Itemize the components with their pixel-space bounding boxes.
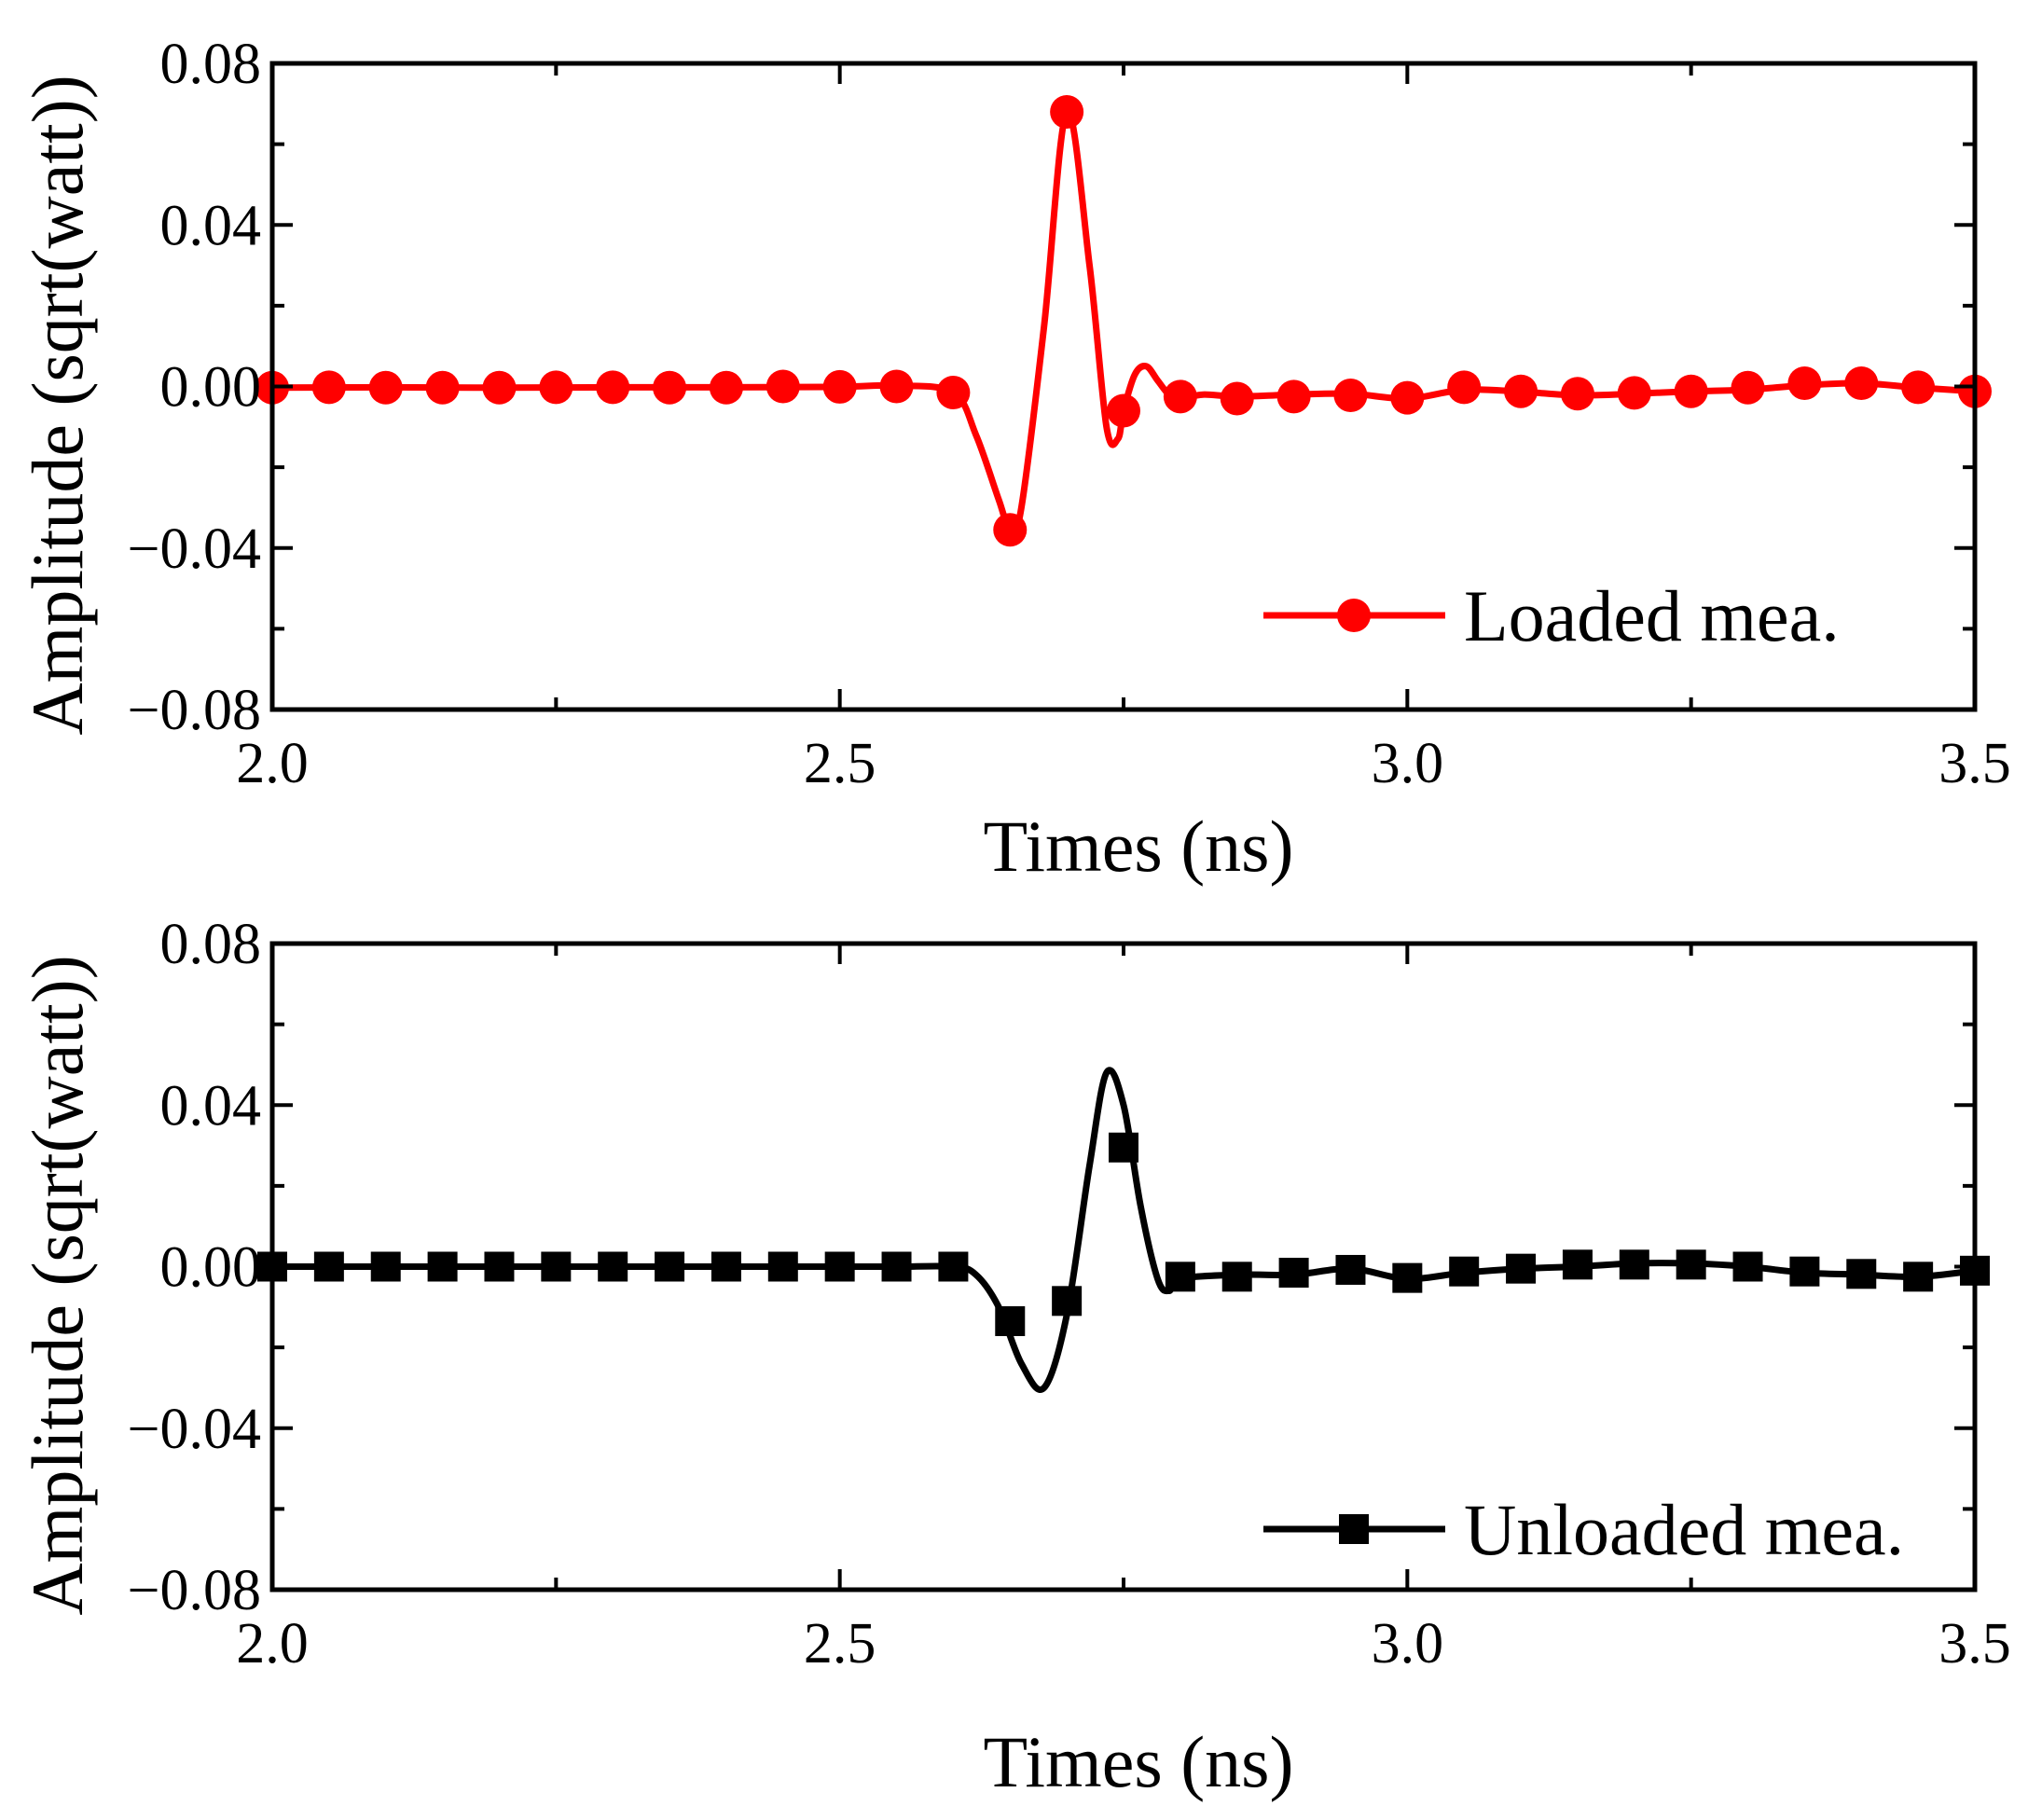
top-data-point	[1447, 370, 1482, 405]
top-y-tick-label: −0.04	[128, 517, 261, 581]
top-data-point	[1390, 380, 1425, 415]
bottom-data-point	[824, 1251, 855, 1282]
bottom-data-point	[1846, 1259, 1877, 1289]
top-data-point	[425, 370, 460, 405]
top-legend: Loaded mea.	[1263, 575, 1840, 656]
top-y-tick-label: 0.08	[160, 33, 262, 96]
top-data-point	[1787, 366, 1822, 401]
top-data-point	[368, 370, 403, 405]
top-tick-layer	[270, 62, 1977, 711]
top-data-point	[1674, 374, 1708, 408]
top-data-point	[993, 513, 1028, 547]
bottom-data-point	[1506, 1253, 1537, 1284]
top-data-point	[311, 370, 346, 405]
bottom-legend-symbol	[1339, 1514, 1369, 1544]
top-data-point	[1107, 393, 1140, 428]
bottom-legend: Unloaded mea.	[1263, 1489, 1904, 1570]
top-tick-label-layer: 2.0 2.5 3.0 3.5 −0.08 −0.04 0.00 0.04 0.08	[128, 33, 2011, 795]
top-x-tick-label: 3.5	[1938, 732, 2011, 795]
bottom-y-tick-label: −0.04	[128, 1398, 261, 1461]
bottom-x-axis-title: Times (ns)	[983, 1721, 1293, 1802]
top-data-point	[1844, 366, 1879, 401]
bottom-data-point	[1109, 1132, 1138, 1163]
top-data-point	[709, 370, 743, 405]
bottom-y-tick-label: −0.08	[128, 1559, 261, 1622]
top-data-point	[1901, 370, 1936, 405]
top-data-point	[879, 369, 914, 404]
bottom-x-tick-label: 3.5	[1938, 1612, 2011, 1675]
top-legend-marker	[1337, 599, 1371, 632]
bottom-x-tick-label: 3.0	[1372, 1612, 1444, 1675]
bottom-tick-label-layer: 2.0 2.5 3.0 3.5 −0.08 −0.04 0.00 0.04 0.08	[128, 913, 2011, 1675]
bottom-data-point	[767, 1251, 798, 1282]
bottom-data-point	[1789, 1256, 1820, 1287]
bottom-data-point	[541, 1251, 572, 1282]
top-data-point	[766, 369, 800, 404]
top-data-point	[1050, 94, 1084, 129]
bottom-data-point	[313, 1251, 344, 1282]
bottom-x-tick-label: 2.0	[236, 1612, 309, 1675]
bottom-panel-unloaded: 2.0 2.5 3.0 3.5 −0.08 −0.04 0.00 0.04 0.08 Times…	[17, 913, 2011, 1802]
top-data-point	[822, 369, 857, 404]
bottom-y-tick-label: 0.08	[160, 913, 262, 976]
bottom-data-point	[881, 1251, 912, 1282]
top-x-tick-label: 2.0	[236, 732, 309, 795]
bottom-y-axis-title: Amplitude (sqrt(watt))	[17, 955, 98, 1615]
top-data-point	[1220, 381, 1254, 416]
bottom-data-point	[1392, 1262, 1423, 1293]
bottom-data-point	[1732, 1251, 1763, 1282]
bottom-data-point	[1052, 1286, 1083, 1317]
bottom-legend-label: Unloaded mea.	[1464, 1489, 1904, 1570]
top-x-tick-label: 3.0	[1372, 732, 1444, 795]
bottom-data-point	[710, 1251, 741, 1282]
top-y-axis-title: Amplitude (sqrt(watt))	[17, 75, 98, 735]
bottom-data-point	[1278, 1257, 1309, 1288]
bottom-data-point	[370, 1251, 401, 1282]
top-y-tick-label: 0.00	[160, 356, 262, 420]
bottom-data-point	[1449, 1256, 1480, 1287]
bottom-y-tick-label: 0.04	[160, 1074, 262, 1138]
top-data-point	[1276, 379, 1311, 414]
top-x-axis-title: Times (ns)	[983, 806, 1293, 887]
bottom-data-point	[1335, 1254, 1366, 1285]
top-marker-layer	[255, 94, 1992, 547]
top-y-tick-label: −0.08	[128, 679, 261, 742]
top-data-point	[1560, 377, 1594, 411]
top-x-tick-label: 2.5	[804, 732, 876, 795]
bottom-data-point	[938, 1251, 969, 1282]
top-data-point	[482, 370, 517, 405]
bottom-data-point	[1903, 1262, 1934, 1292]
bottom-x-tick-label: 2.5	[804, 1612, 876, 1675]
bottom-data-point	[1562, 1249, 1593, 1280]
top-data-point	[1731, 370, 1765, 405]
bottom-data-point	[1165, 1262, 1195, 1292]
top-y-tick-label: 0.04	[160, 194, 262, 257]
top-data-point	[539, 370, 573, 405]
top-data-point	[653, 370, 687, 405]
top-data-point	[1504, 374, 1538, 408]
top-data-point	[1163, 379, 1197, 414]
bottom-data-point	[1676, 1249, 1706, 1280]
bottom-data-point	[484, 1251, 515, 1282]
top-data-point	[936, 375, 971, 409]
top-data-point	[1333, 379, 1368, 413]
top-data-point	[596, 370, 630, 405]
bottom-data-point	[427, 1251, 458, 1282]
bottom-data-point	[1619, 1249, 1649, 1280]
bottom-data-point	[1221, 1262, 1252, 1292]
bottom-legend-marker	[1339, 1514, 1369, 1544]
bottom-data-point	[995, 1305, 1026, 1336]
top-legend-label: Loaded mea.	[1464, 575, 1840, 656]
top-data-point	[1617, 376, 1651, 410]
bottom-tick-layer	[270, 942, 1977, 1592]
bottom-data-point	[655, 1251, 685, 1282]
top-legend-symbol	[1337, 599, 1371, 632]
top-panel-loaded: 2.0 2.5 3.0 3.5 −0.08 −0.04 0.00 0.04 0.08 Times…	[17, 33, 2011, 887]
bottom-data-point	[598, 1251, 628, 1282]
bottom-y-tick-label: 0.00	[160, 1236, 262, 1300]
